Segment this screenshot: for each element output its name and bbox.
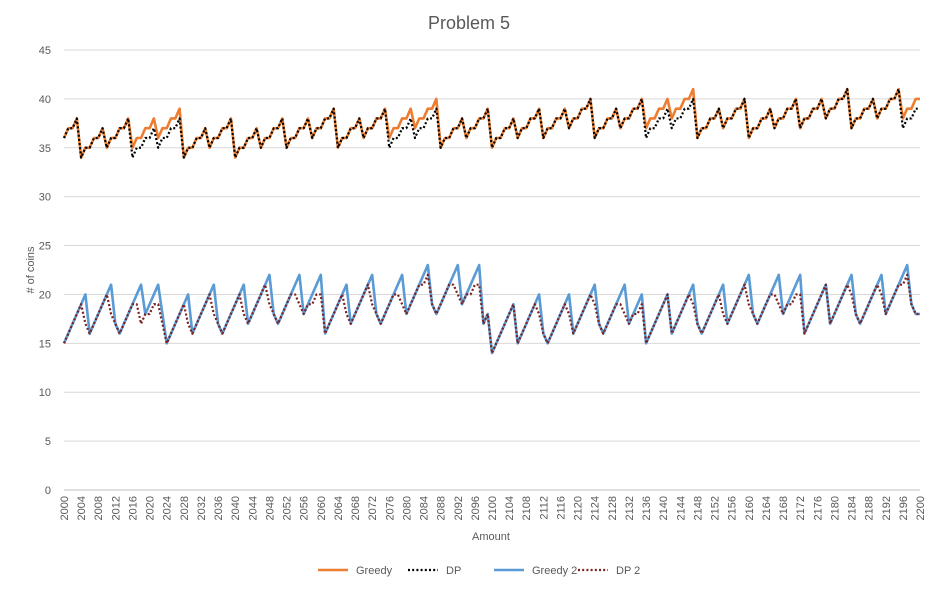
x-tick-label: 2180 <box>829 496 841 520</box>
x-tick-label: 2004 <box>76 496 88 520</box>
legend-label: DP 2 <box>616 565 640 577</box>
legend-label: Greedy 2 <box>532 565 577 577</box>
x-tick-label: 2092 <box>453 496 465 520</box>
x-tick-label: 2148 <box>692 496 704 520</box>
x-tick-label: 2124 <box>590 496 602 520</box>
x-tick-label: 2136 <box>641 496 653 520</box>
x-tick-label: 2036 <box>213 496 225 520</box>
x-tick-label: 2080 <box>401 496 413 520</box>
x-tick-label: 2160 <box>744 496 756 520</box>
x-tick-label: 2068 <box>350 496 362 520</box>
x-tick-label: 2184 <box>847 496 859 520</box>
y-tick-label: 25 <box>39 241 51 253</box>
x-tick-label: 2128 <box>607 496 619 520</box>
x-tick-label: 2076 <box>384 496 396 520</box>
x-tick-label: 2088 <box>436 496 448 520</box>
x-tick-label: 2056 <box>299 496 311 520</box>
x-tick-label: 2120 <box>573 496 585 520</box>
y-tick-label: 15 <box>39 338 51 350</box>
x-tick-label: 2060 <box>316 496 328 520</box>
x-tick-label: 2096 <box>470 496 482 520</box>
x-tick-label: 2012 <box>110 496 122 520</box>
x-axis-title: Amount <box>472 531 510 543</box>
x-tick-label: 2144 <box>675 496 687 520</box>
x-tick-label: 2020 <box>145 496 157 520</box>
x-tick-label: 2000 <box>59 496 71 520</box>
axes: 0 5 10 15 20 25 30 35 40 45 2000 2004 2008 2012 2016 20… <box>39 45 927 520</box>
x-tick-label: 2104 <box>504 496 516 520</box>
x-tick-label: 2116 <box>555 496 567 520</box>
x-tick-label: 2044 <box>247 496 259 520</box>
x-tick-label: 2200 <box>915 496 927 520</box>
y-tick-label: 30 <box>39 192 51 204</box>
y-axis-title: # of coins <box>25 246 37 294</box>
x-tick-label: 2048 <box>264 496 276 520</box>
chart-title: Problem 5 <box>428 13 510 33</box>
x-tick-label: 2196 <box>898 496 910 520</box>
legend-label: DP <box>446 565 461 577</box>
legend: Greedy DP Greedy 2 DP 2 <box>318 565 640 577</box>
x-tick-label: 2132 <box>624 496 636 520</box>
y-tick-label: 5 <box>45 436 51 448</box>
y-tick-label: 35 <box>39 143 51 155</box>
legend-label: Greedy <box>356 565 393 577</box>
x-tick-label: 2108 <box>521 496 533 520</box>
x-tick-label: 2032 <box>196 496 208 520</box>
x-tick-label: 2112 <box>538 496 550 520</box>
x-tick-label: 2164 <box>761 496 773 520</box>
x-tick-label: 2140 <box>658 496 670 520</box>
x-tick-label: 2188 <box>864 496 876 520</box>
x-tick-label: 2176 <box>812 496 824 520</box>
x-tick-label: 2064 <box>333 496 345 520</box>
x-tick-label: 2052 <box>282 496 294 520</box>
x-tick-label: 2152 <box>710 496 722 520</box>
x-tick-label: 2084 <box>419 496 431 520</box>
x-tick-label: 2024 <box>162 496 174 520</box>
y-tick-label: 0 <box>45 485 51 497</box>
x-tick-label: 2192 <box>881 496 893 520</box>
y-tick-label: 45 <box>39 45 51 57</box>
x-tick-label: 2072 <box>367 496 379 520</box>
x-tick-label: 2100 <box>487 496 499 520</box>
x-tick-label: 2008 <box>93 496 105 520</box>
y-tick-label: 40 <box>39 94 51 106</box>
series-line-greedy <box>62 87 920 159</box>
y-tick-label: 20 <box>39 289 51 301</box>
x-tick-label: 2168 <box>778 496 790 520</box>
x-tick-label: 2016 <box>127 496 139 520</box>
x-tick-label: 2156 <box>727 496 739 520</box>
series-line-greedy-2 <box>62 263 920 355</box>
x-tick-label: 2172 <box>795 496 807 520</box>
series-lines <box>62 87 920 355</box>
x-tick-label: 2040 <box>230 496 242 520</box>
y-tick-label: 10 <box>39 387 51 399</box>
x-tick-label: 2028 <box>179 496 191 520</box>
